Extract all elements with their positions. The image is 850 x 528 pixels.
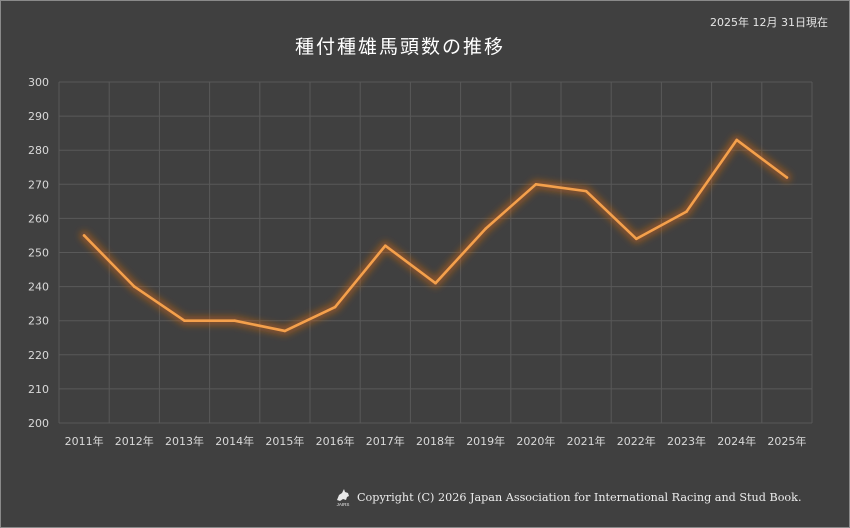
data-point	[735, 138, 738, 142]
series-line	[82, 138, 789, 333]
data-point	[584, 189, 588, 193]
y-tick-label: 220	[28, 349, 49, 362]
series-glow	[79, 135, 792, 336]
x-tick-label: 2012年	[115, 434, 154, 448]
data-point	[183, 319, 186, 323]
y-tick-label: 250	[28, 247, 49, 260]
y-tick-label: 230	[28, 315, 49, 328]
data-point	[685, 210, 688, 213]
data-point	[534, 183, 538, 186]
data-point	[434, 281, 437, 285]
x-tick-label: 2021年	[567, 434, 606, 448]
x-tick-label: 2023年	[667, 434, 706, 448]
x-tick-label: 2017年	[366, 434, 405, 448]
y-tick-label: 290	[28, 110, 49, 123]
as-of-date: 2025年 12月 31日現在	[710, 16, 828, 29]
series-layer	[79, 135, 792, 336]
x-tick-label: 2018年	[416, 434, 455, 448]
x-tick-label: 2011年	[65, 434, 104, 448]
x-tick-label: 2022年	[617, 434, 656, 448]
y-tick-label: 300	[28, 76, 49, 89]
x-tick-label: 2020年	[516, 434, 555, 448]
data-point	[283, 329, 287, 333]
x-tick-label: 2013年	[165, 434, 204, 448]
data-point	[233, 319, 236, 323]
y-tick-label: 280	[28, 144, 49, 157]
x-tick-label: 2025年	[767, 434, 806, 448]
x-tick-label: 2019年	[466, 434, 505, 448]
data-point	[785, 176, 789, 179]
x-tick-label: 2016年	[316, 434, 355, 448]
x-tick-label: 2015年	[265, 434, 304, 448]
y-axis-ticks: 200 210 220 230 240 250 260 270 280 290 300	[28, 76, 49, 430]
chart-title: 種付種雄馬頭数の推移	[294, 36, 505, 58]
data-point	[484, 227, 488, 230]
copyright-notice: JAIRS Copyright (C) 2026 Japan Associati…	[334, 486, 834, 508]
data-point	[384, 244, 387, 247]
x-tick-label: 2014年	[215, 434, 254, 448]
y-tick-label: 260	[28, 212, 49, 225]
y-tick-label: 200	[28, 417, 49, 430]
svg-text:JAIRS: JAIRS	[337, 502, 350, 507]
jairs-horse-logo-icon: JAIRS	[337, 489, 350, 507]
gridlines	[58, 81, 813, 424]
y-tick-label: 210	[28, 383, 49, 396]
y-tick-label: 240	[28, 281, 49, 294]
x-tick-label: 2024年	[717, 434, 756, 448]
data-point	[82, 234, 86, 237]
data-point	[635, 237, 638, 241]
y-tick-label: 270	[28, 178, 49, 191]
data-point	[133, 285, 136, 288]
copyright-text: Copyright (C) 2026 Japan Association for…	[357, 490, 802, 504]
data-point	[333, 305, 337, 309]
x-axis-ticks: 2011年 2012年 2013年 2014年 2015年 2016年 2017年 2018年…	[65, 434, 807, 448]
